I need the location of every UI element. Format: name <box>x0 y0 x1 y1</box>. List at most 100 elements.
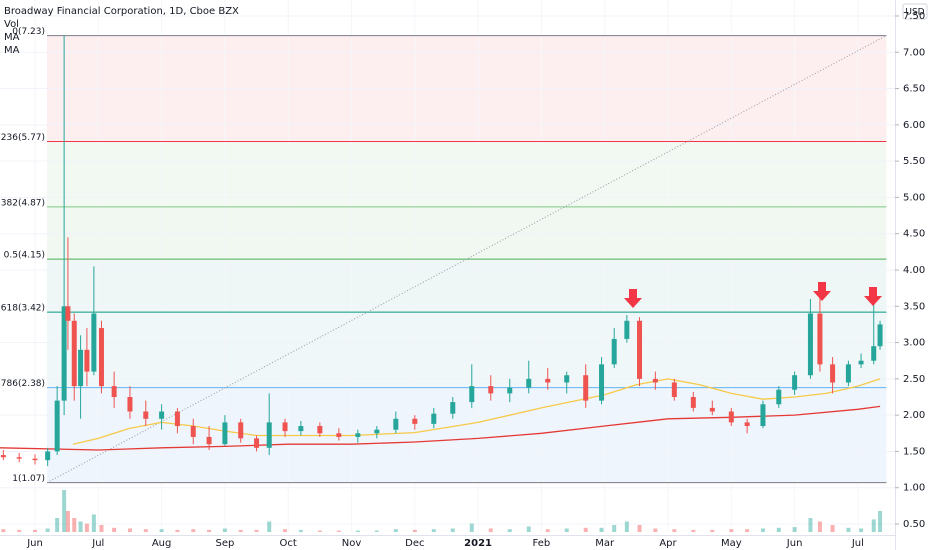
candle-body <box>431 413 437 424</box>
arrow <box>864 287 882 306</box>
x-tick-label: Jul <box>91 538 104 549</box>
fib-label: 0.618(3.42) <box>0 304 45 314</box>
candle-body <box>32 458 38 461</box>
candle-body <box>792 375 798 390</box>
candle-body <box>469 386 475 403</box>
candle-body <box>298 426 304 432</box>
fib-trend-line <box>46 35 887 484</box>
annotation-arrows <box>624 282 882 308</box>
currency-box[interactable] <box>902 3 928 20</box>
candle-body <box>317 426 323 434</box>
fib-label: 0.382(4.87) <box>0 198 45 208</box>
volume-bar <box>745 529 750 532</box>
volume-bar <box>72 518 77 532</box>
volume-bar <box>846 527 851 532</box>
candle-body <box>611 338 617 365</box>
candle-body <box>507 387 513 394</box>
fib-label: 0(7.23) <box>12 27 45 37</box>
x-tick-label: Jun <box>26 538 43 549</box>
volume-bar <box>191 529 196 532</box>
volume-bar <box>283 529 288 532</box>
candle-body <box>488 386 494 394</box>
legend-volume[interactable]: Vol <box>4 19 19 30</box>
fib-label: 1(1.07) <box>12 474 45 484</box>
y-tick-label: 1.50 <box>903 446 925 457</box>
volume-bar <box>637 525 642 532</box>
chart-title: Broadway Financial Corporation, 1D, Cboe… <box>4 6 239 17</box>
x-tick-label: Oct <box>280 538 297 549</box>
candle-body <box>65 306 71 321</box>
volume-bar <box>336 530 341 532</box>
candle-body <box>760 404 766 427</box>
candle-body <box>266 422 272 448</box>
candle-body <box>599 364 605 401</box>
volume-bar <box>691 529 696 532</box>
candle-body <box>98 328 104 387</box>
volume-bar <box>65 511 70 532</box>
candle-body <box>159 411 165 419</box>
candle-body <box>254 438 260 448</box>
volume-bar <box>317 530 322 532</box>
candle-body <box>871 346 877 361</box>
volume-bar <box>374 530 379 532</box>
candle-body <box>45 451 51 461</box>
volume-bar <box>507 529 512 532</box>
volume-bar <box>78 521 83 532</box>
volume-bar <box>91 514 96 532</box>
candle-body <box>776 389 782 405</box>
y-tick-label: 4.00 <box>903 265 925 276</box>
candle-body <box>127 397 133 412</box>
candle-body <box>564 375 570 383</box>
y-tick-label: 5.50 <box>903 156 925 167</box>
candle-body <box>61 306 67 401</box>
candle-body <box>206 436 212 445</box>
candle-body <box>845 364 851 383</box>
candle-body <box>355 433 361 437</box>
candle-body <box>583 375 589 401</box>
volume-bar <box>84 523 89 532</box>
volume-bar <box>431 529 436 532</box>
volume-bar <box>99 525 104 532</box>
y-tick-label: 5.00 <box>903 192 925 203</box>
volume-bar <box>1 529 6 532</box>
fib-label: 0.5(4.15) <box>4 251 45 261</box>
x-tick-label: Mar <box>595 538 615 549</box>
fib-label: 0.786(2.38) <box>0 379 45 389</box>
candle-body <box>709 407 715 412</box>
candle-body <box>858 360 864 365</box>
fib-zone <box>47 387 887 483</box>
candle-body <box>238 422 244 439</box>
candle-body <box>412 418 418 424</box>
volume-bar <box>45 528 50 532</box>
volume-bar <box>62 490 67 532</box>
x-tick-label: Aug <box>152 538 172 549</box>
background <box>0 15 895 525</box>
volume-bar <box>412 529 417 532</box>
x-tick-label: May <box>721 538 742 549</box>
fib-zone <box>47 312 887 388</box>
candle-body <box>111 386 117 398</box>
legend-ma[interactable]: MA <box>4 32 20 43</box>
volume-bar <box>612 525 617 532</box>
volume-bar <box>17 529 22 532</box>
candle-body <box>637 320 643 379</box>
y-tick-label: 6.50 <box>903 84 925 95</box>
candle-body <box>91 313 97 372</box>
candle-body <box>78 349 84 387</box>
volume-bar <box>33 529 38 532</box>
candle-body <box>545 378 551 383</box>
x-tick-label: 2021 <box>464 538 492 549</box>
moving-average <box>0 405 881 451</box>
volume-bar <box>254 529 259 532</box>
candle-body <box>0 455 6 458</box>
candle-body <box>84 349 90 372</box>
volume-bar <box>127 528 132 532</box>
legend-ma[interactable]: MA <box>4 45 20 56</box>
candle-body <box>374 429 380 434</box>
candle-body <box>54 400 60 452</box>
volume-bar <box>830 525 835 532</box>
fib-label: 0.236(5.77) <box>0 133 45 143</box>
x-tick-label: Jun <box>786 538 803 549</box>
y-tick-label: 7.00 <box>903 47 925 58</box>
